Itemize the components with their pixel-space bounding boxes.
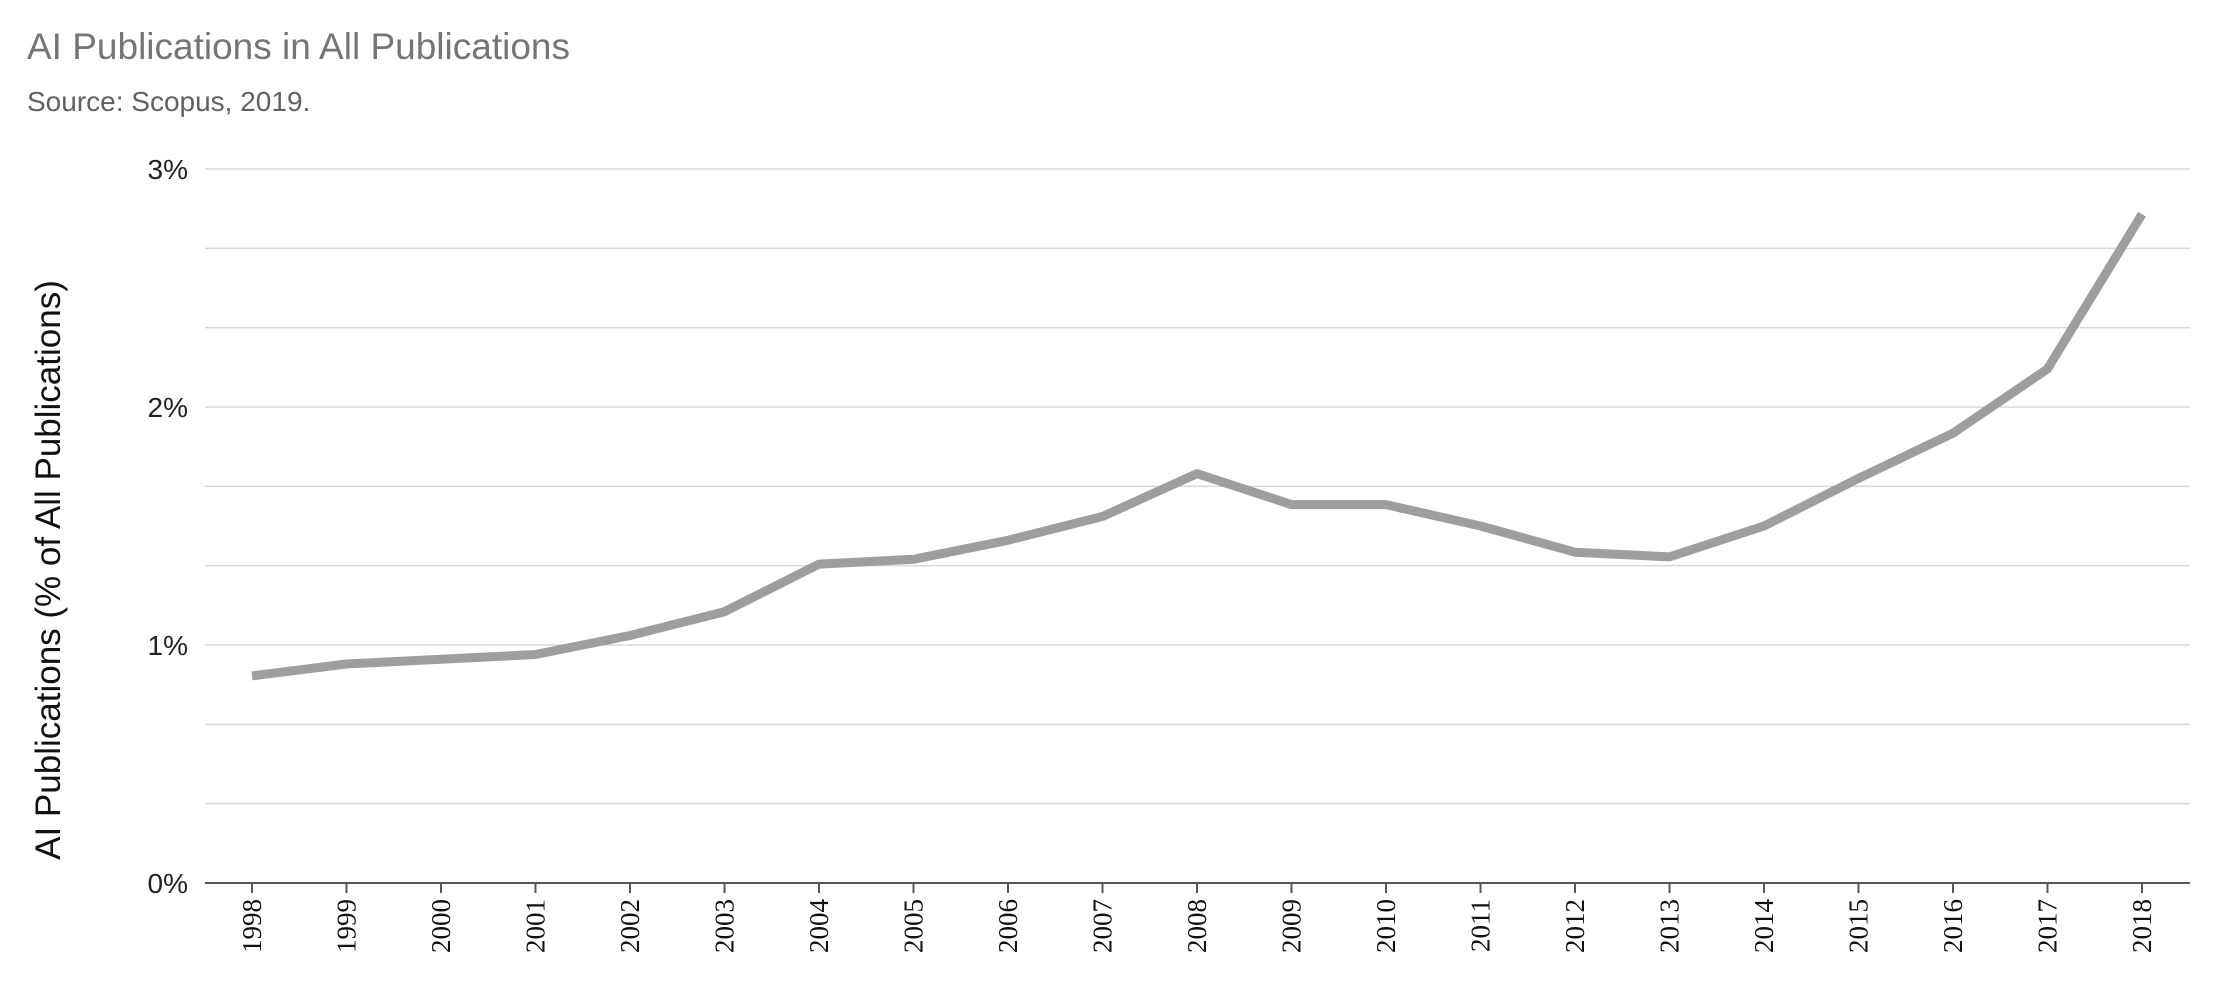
chart-subtitle: Source: Scopus, 2019. (27, 86, 311, 117)
y-tick-label: 3% (148, 154, 188, 185)
x-tick-label: 2013 (1655, 899, 1685, 953)
x-tick-label: 1998 (237, 899, 267, 953)
x-tick-label: 2000 (426, 899, 456, 953)
x-tick-label: 1999 (332, 899, 362, 953)
x-tick-label: 2001 (521, 899, 551, 953)
y-axis-title: AI Publications (% of All Publications) (29, 280, 68, 860)
x-tick-label: 2010 (1371, 899, 1401, 953)
x-tick-label: 2012 (1560, 899, 1590, 953)
y-tick-label: 2% (148, 392, 188, 423)
x-tick-label: 2009 (1277, 899, 1307, 953)
series-line (251, 211, 2146, 681)
x-tick-label: 2004 (804, 899, 834, 954)
x-tick-label: 2007 (1088, 899, 1118, 953)
x-tick-label: 2018 (2127, 899, 2157, 953)
x-tick-label: 2005 (899, 899, 929, 953)
y-tick-label: 0% (148, 868, 188, 899)
x-tick-label: 2015 (1844, 899, 1874, 953)
x-tick-label: 2003 (710, 899, 740, 953)
x-tick-label: 2014 (1749, 899, 1779, 954)
x-tick-label: 2008 (1182, 899, 1212, 953)
series-group (251, 211, 2146, 681)
x-tick-label: 2011 (1466, 899, 1496, 952)
x-axis-ticks: 1998 1999 2000 2001 2002 2003 2004 2005 2006 2007… (237, 883, 2157, 953)
x-tick-label: 2002 (615, 899, 645, 953)
x-tick-label: 2017 (2033, 899, 2063, 953)
chart-title: AI Publications in All Publications (27, 26, 570, 67)
y-axis-ticks: 0% 1% 2% 3% (148, 154, 188, 899)
y-tick-label: 1% (148, 630, 188, 661)
x-tick-label: 2006 (993, 899, 1023, 953)
x-tick-label: 2016 (1938, 899, 1968, 953)
gridlines (205, 168, 2190, 805)
